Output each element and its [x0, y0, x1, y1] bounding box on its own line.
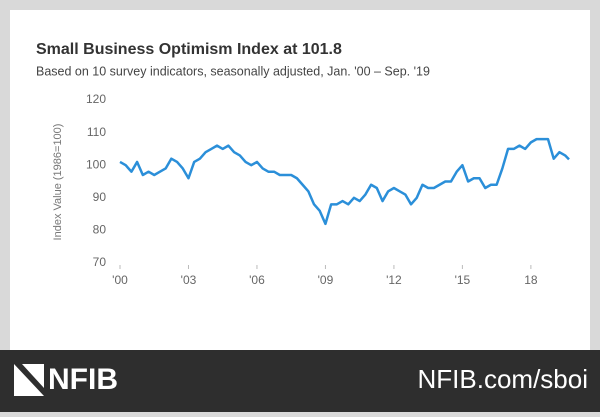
- chart-title: Small Business Optimism Index at 101.8: [36, 41, 342, 58]
- y-tick-label: 100: [86, 157, 106, 171]
- y-tick-label: 80: [93, 223, 107, 237]
- logo-icon: [12, 362, 44, 398]
- y-tick-label: 70: [93, 255, 107, 269]
- x-tick-label: '00: [112, 273, 128, 287]
- x-tick-label: '12: [386, 273, 402, 287]
- footer-url: NFIB.com/sboi: [418, 364, 589, 394]
- y-tick-label: 110: [87, 125, 106, 139]
- y-tick-label: 90: [93, 190, 107, 204]
- x-tick-label: '03: [181, 273, 197, 287]
- y-axis-label: Index Value (1986=100): [52, 124, 64, 241]
- logo-text: NFIB: [48, 363, 118, 396]
- data-line: [119, 137, 570, 226]
- x-tick-label: '15: [455, 273, 471, 287]
- footer-bar: [0, 350, 600, 412]
- x-tick-label: '09: [318, 273, 334, 287]
- x-tick-label: 18: [524, 273, 538, 287]
- chart-subtitle: Based on 10 survey indicators, seasonall…: [36, 64, 430, 78]
- y-tick-label: 120: [86, 92, 106, 106]
- x-tick-label: '06: [249, 273, 265, 287]
